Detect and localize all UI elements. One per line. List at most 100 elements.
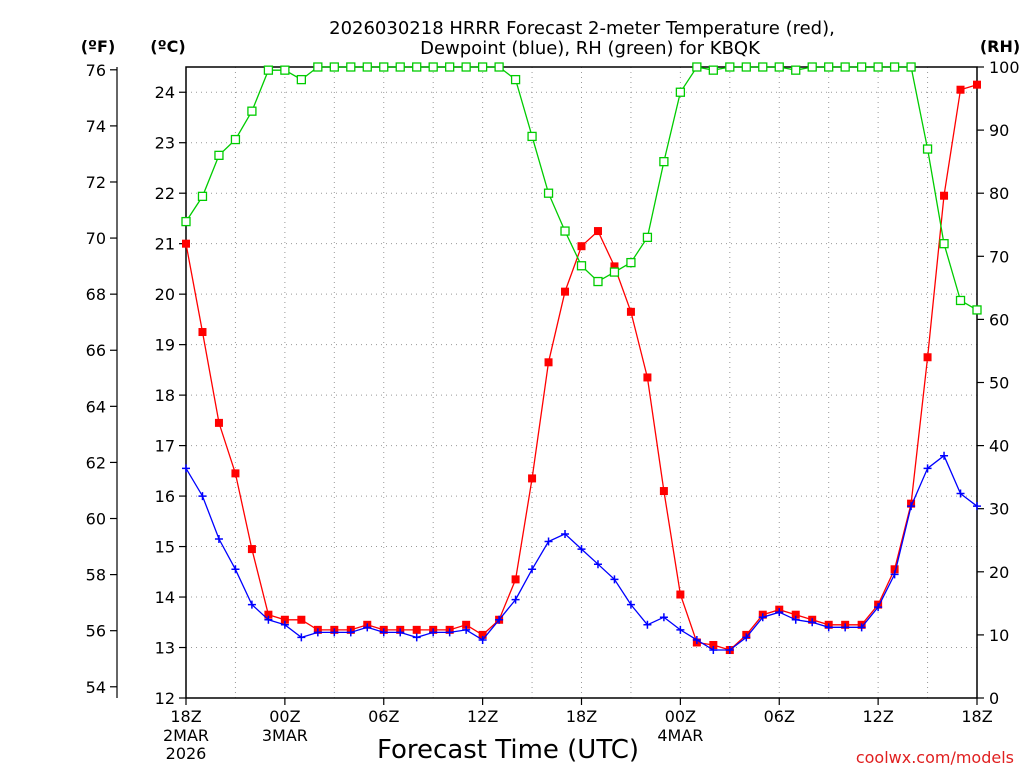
rh-point: [824, 62, 834, 72]
temperature-point: [923, 353, 932, 362]
dewpoint-point: [297, 633, 306, 642]
rh-point: [708, 65, 718, 75]
dewpoint-point: [379, 628, 388, 637]
rh-tick-label: 90: [989, 121, 1009, 140]
fahrenheit-tick-label: 54: [86, 678, 106, 697]
dewpoint-point: [495, 615, 504, 624]
dewpoint-point: [363, 623, 372, 632]
temperature-point: [528, 474, 537, 483]
dewpoint-point: [742, 633, 751, 642]
dewpoint-point: [264, 615, 273, 624]
celsius-tick-label: 12: [155, 689, 175, 708]
temperature-point: [973, 80, 981, 89]
celsius-tick-label: 19: [155, 336, 175, 355]
dewpoint-point: [214, 534, 223, 543]
dewpoint-point: [758, 613, 767, 622]
chart-grid: [186, 67, 977, 698]
fahrenheit-unit-label: (ºF): [81, 37, 116, 56]
x-tick-label: 06Z: [368, 707, 399, 726]
rh-tick-label: 20: [989, 563, 1009, 582]
temperature-point: [643, 373, 652, 382]
dewpoint-point: [593, 560, 602, 569]
temperature-point: [198, 328, 207, 337]
fahrenheit-tick-label: 58: [86, 566, 106, 585]
rh-point: [889, 62, 900, 72]
temperature-point: [561, 287, 570, 296]
rh-tick-label: 10: [989, 626, 1009, 645]
celsius-unit-label: (ºC): [150, 37, 185, 56]
chart-axes: 12 13 14 15 16 17 18 19 20 21 22 23 24 54 56 58 60 62 64 66…: [86, 58, 1020, 763]
celsius-tick-label: 18: [155, 386, 175, 405]
celsius-tick-label: 22: [155, 184, 175, 203]
fahrenheit-tick-label: 68: [86, 285, 106, 304]
fahrenheit-tick-label: 62: [86, 453, 106, 472]
dewpoint-point: [313, 628, 322, 637]
rh-point: [346, 62, 356, 72]
rh-point: [791, 65, 801, 75]
chart-title-line-1: 2026030218 HRRR Forecast 2-meter Tempera…: [329, 18, 835, 39]
rh-tick-label: 70: [989, 247, 1009, 266]
dewpoint-point: [973, 502, 981, 511]
x-tick-label: 00Z: [269, 707, 300, 726]
dewpoint-point: [923, 464, 932, 473]
x-tick-label: 18Z: [961, 707, 992, 726]
fahrenheit-tick-label: 64: [86, 397, 106, 416]
temperature-point: [247, 545, 256, 554]
dewpoint-point: [659, 613, 668, 622]
dewpoint-point: [907, 502, 916, 511]
celsius-tick-label: 17: [155, 437, 175, 456]
dewpoint-point: [198, 492, 207, 501]
rh-tick-label: 50: [989, 374, 1009, 393]
fahrenheit-tick-label: 56: [86, 622, 106, 641]
rh-point: [576, 261, 587, 271]
rh-point: [296, 74, 307, 85]
rh-tick-label: 60: [989, 310, 1009, 329]
dewpoint-point: [791, 615, 800, 624]
dewpoint-point: [561, 529, 570, 538]
temperature-point: [214, 418, 223, 427]
rh-point: [873, 62, 883, 72]
dewpoint-point: [676, 625, 685, 634]
rh-point: [230, 134, 241, 145]
rh-point: [725, 62, 735, 72]
rh-tick-label: 40: [989, 437, 1009, 456]
temperature-point: [231, 469, 240, 478]
dewpoint-point: [775, 608, 784, 617]
rh-point: [280, 65, 290, 75]
dewpoint-point: [874, 603, 883, 612]
rh-point: [197, 191, 208, 202]
rh-point: [461, 62, 471, 72]
temperature-point: [659, 487, 668, 496]
credit-text: coolwx.com/models: [856, 748, 1014, 767]
dewpoint-point: [841, 623, 850, 632]
rh-point: [774, 62, 784, 72]
rh-point: [247, 106, 257, 116]
dewpoint-point: [511, 595, 520, 604]
rh-point: [922, 144, 933, 154]
rh-point: [494, 62, 504, 72]
rh-point: [313, 62, 323, 72]
dewpoint-point: [280, 620, 289, 629]
rh-point: [477, 62, 488, 72]
x-tick-label: 18Z: [566, 707, 597, 726]
rh-point: [939, 239, 949, 249]
rh-point: [527, 131, 537, 142]
rh-point: [560, 226, 570, 236]
series-dewpoint: [182, 451, 981, 655]
rh-point: [856, 62, 867, 72]
rh-unit-label: (RH): [980, 37, 1020, 56]
rh-point: [741, 62, 751, 72]
x-tick-label: 00Z: [665, 707, 696, 726]
dewpoint-point: [544, 537, 553, 546]
chart-title: 2026030218 HRRR Forecast 2-meter Tempera…: [329, 18, 835, 59]
dewpoint-point: [528, 565, 537, 574]
fahrenheit-tick-label: 74: [86, 117, 106, 136]
temperature-point: [593, 227, 602, 236]
temperature-point: [626, 307, 635, 316]
rh-point: [412, 62, 422, 72]
dewpoint-point: [643, 620, 652, 629]
rh-point: [955, 295, 966, 306]
dewpoint-point: [231, 565, 240, 574]
dewpoint-point: [396, 628, 405, 637]
dewpoint-point: [709, 646, 718, 655]
